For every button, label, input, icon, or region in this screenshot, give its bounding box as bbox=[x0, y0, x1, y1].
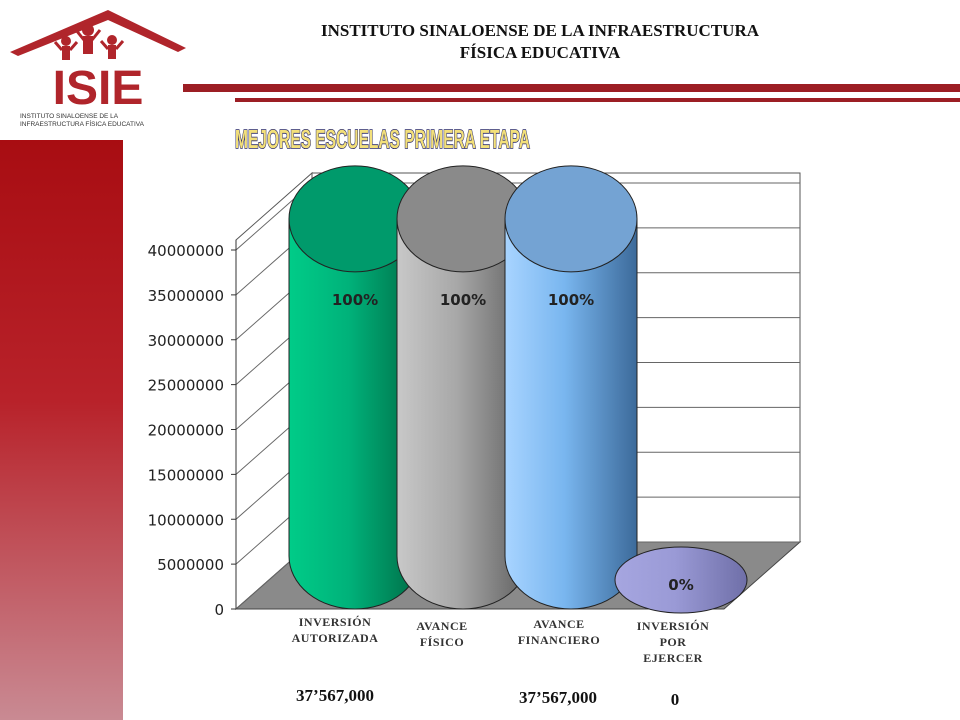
header-line-1: INSTITUTO SINALOENSE DE LA INFRAESTRUCTU… bbox=[320, 21, 760, 40]
logo-letters: ISIE bbox=[53, 62, 144, 115]
amount-label: 37’567,000 bbox=[296, 686, 374, 705]
data-label: 0% bbox=[668, 576, 693, 594]
bar-top-2 bbox=[504, 165, 638, 273]
category-label: INVERSIÓN POR EJERCER bbox=[636, 619, 710, 665]
bar-2 bbox=[504, 218, 638, 610]
chart-title-text: MEJORES ESCUELAS PRIMERA ETAPA bbox=[235, 124, 530, 154]
isie-logo: ISIE INSTITUTO SINALOENSE DE LA INFRAEST… bbox=[10, 10, 186, 128]
y-tick-label: 40000000 bbox=[148, 242, 224, 260]
data-label: 100% bbox=[332, 291, 378, 309]
y-tick-label: 15000000 bbox=[148, 466, 224, 484]
data-label: 100% bbox=[440, 291, 486, 309]
header-rule-thin bbox=[235, 98, 960, 102]
header-line-2: FÍSICA EDUCATIVA bbox=[459, 43, 621, 62]
y-tick-label: 10000000 bbox=[148, 511, 224, 529]
category-label: AVANCE FINANCIERO bbox=[517, 617, 601, 647]
chart-title: MEJORES ESCUELAS PRIMERA ETAPA bbox=[234, 123, 531, 155]
y-tick-label: 30000000 bbox=[148, 332, 224, 350]
y-tick-label: 5000000 bbox=[157, 556, 224, 574]
side-color-band bbox=[0, 140, 123, 720]
logo-caption-1: INSTITUTO SINALOENSE DE LA bbox=[20, 113, 119, 120]
y-tick-label: 25000000 bbox=[148, 377, 224, 395]
page-header: INSTITUTO SINALOENSE DE LA INFRAESTRUCTU… bbox=[230, 20, 850, 64]
amount-label: 37’567,000 bbox=[519, 688, 597, 707]
data-label: 100% bbox=[548, 291, 594, 309]
bar-3 bbox=[614, 546, 748, 614]
category-label: AVANCE FÍSICO bbox=[416, 619, 468, 649]
logo-caption-2: INFRAESTRUCTURA FÍSICA EDUCATIVA bbox=[20, 119, 145, 128]
amount-label: 0 bbox=[670, 690, 680, 709]
y-tick-label: 35000000 bbox=[148, 287, 224, 305]
y-tick-label: 20000000 bbox=[148, 422, 224, 440]
category-label: INVERSIÓN AUTORIZADA bbox=[291, 615, 379, 645]
header-rule-thick bbox=[183, 84, 960, 92]
y-tick-label: 0 bbox=[214, 601, 224, 619]
